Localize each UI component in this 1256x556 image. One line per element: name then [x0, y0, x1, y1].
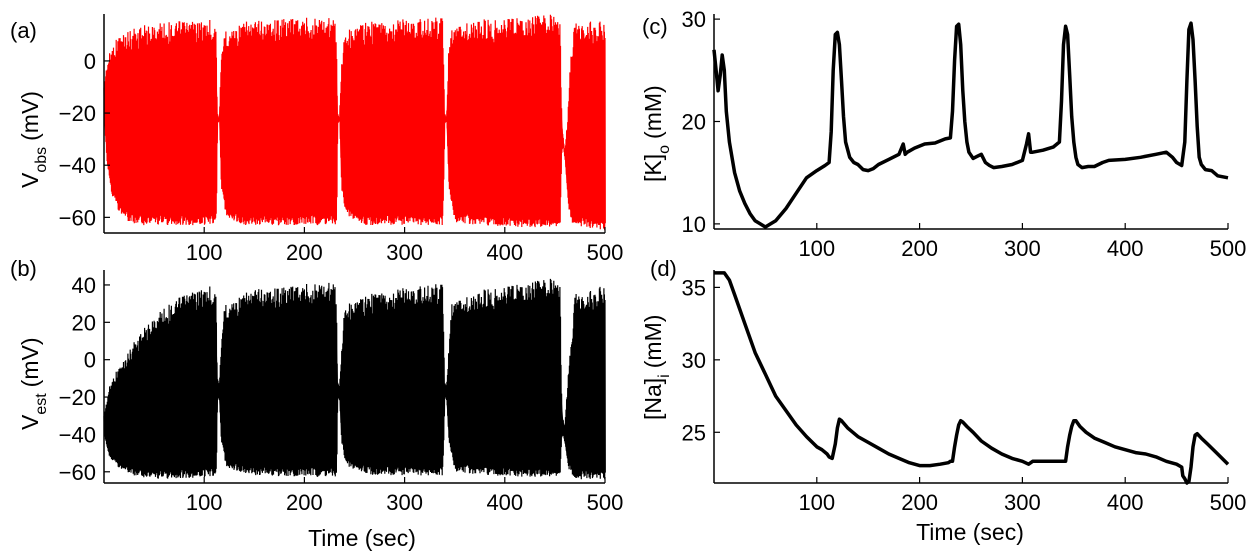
panel-d: (d) 100 200 300 400 500 25 30 35 [Na]i(mM) Time…: [640, 256, 1246, 545]
series-b: [103, 278, 606, 480]
panel-b-xlabel: Time (sec): [308, 525, 416, 551]
y-tick-label-b: 0: [84, 348, 96, 373]
panel-b-plot: 100 200 300 400 500 −60 −40 −20 0 20 40: [59, 270, 624, 515]
y-tick-label-b: 20: [72, 310, 96, 335]
y-tick-label-c: 20: [682, 110, 706, 135]
x-tick-label-c: 500: [1210, 236, 1247, 261]
x-tick-label-d: 400: [1107, 490, 1144, 515]
x-tick-label-c: 100: [798, 236, 835, 261]
y-tick-label-d: 25: [682, 420, 706, 445]
panel-a-label: (a): [10, 18, 37, 43]
x-tick-label-a: 100: [186, 240, 223, 265]
y-tick-label-a: 0: [84, 49, 96, 74]
plot-area-d: [714, 270, 1228, 483]
panel-b-label: (b): [10, 256, 37, 281]
x-tick-label-d: 300: [1004, 490, 1041, 515]
x-tick-label-c: 200: [901, 236, 938, 261]
x-tick-label-c: 300: [1004, 236, 1041, 261]
panel-d-label: (d): [650, 256, 677, 281]
x-tick-label-a: 200: [286, 240, 323, 265]
y-tick-label-a: −20: [59, 101, 96, 126]
panel-d-xlabel: Time (sec): [916, 519, 1024, 545]
y-tick-label-b: −40: [59, 422, 96, 447]
panel-a-plot: 100 200 300 400 500 −60 −40 −20 0: [59, 14, 624, 265]
panel-a: (a) 100 200 300 400 500 −60 −40 −20 0 Vobs(mV): [10, 14, 623, 265]
envelope-fill-b: [104, 301, 605, 472]
panel-c-label: (c): [642, 14, 668, 39]
line-d: [714, 271, 1230, 485]
series-c: [712, 21, 1229, 229]
x-tick-label-a: 500: [587, 240, 624, 265]
y-tick-label-b: −20: [59, 385, 96, 410]
panel-a-ylabel: Vobs(mV): [17, 91, 50, 188]
panel-b: (b) 100 200 300 400 500 −60 −40 −20 0 20 40 Vest(m…: [10, 256, 623, 551]
panel-d-ylabel: [Na]i(mM): [640, 315, 673, 420]
y-tick-label-c: 10: [682, 212, 706, 237]
x-tick-label-d: 200: [901, 490, 938, 515]
y-tick-label-b: −60: [59, 460, 96, 485]
panel-d-plot: 100 200 300 400 500 25 30 35: [682, 270, 1247, 515]
x-tick-label-a: 300: [386, 240, 423, 265]
x-tick-label-b: 400: [486, 490, 523, 515]
x-tick-label-d: 500: [1210, 490, 1247, 515]
line-c: [712, 21, 1229, 229]
panel-c-plot: 100 200 300 400 500 10 20 30: [682, 7, 1247, 261]
y-tick-label-d: 30: [682, 348, 706, 373]
y-tick-label-a: −60: [59, 205, 96, 230]
x-tick-label-b: 100: [186, 490, 223, 515]
y-tick-label-c: 30: [682, 7, 706, 32]
panel-c-ylabel: [K]o(mM): [640, 85, 673, 182]
x-tick-label-c: 400: [1107, 236, 1144, 261]
panel-b-ylabel: Vest(mV): [17, 337, 50, 430]
series-d: [714, 271, 1230, 485]
x-tick-label-b: 500: [587, 490, 624, 515]
x-tick-label-b: 300: [386, 490, 423, 515]
series-a: [103, 14, 606, 231]
y-tick-label-d: 35: [682, 275, 706, 300]
y-tick-label-a: −40: [59, 153, 96, 178]
x-tick-label-a: 400: [486, 240, 523, 265]
y-tick-label-b: 40: [72, 273, 96, 298]
x-tick-label-b: 200: [286, 490, 323, 515]
panel-c: (c) 100 200 300 400 500 10 20 30 [K]o(mM): [640, 7, 1246, 261]
x-tick-label-d: 100: [798, 490, 835, 515]
envelope-fill-a: [104, 39, 605, 221]
plot-area-c: [714, 14, 1228, 229]
